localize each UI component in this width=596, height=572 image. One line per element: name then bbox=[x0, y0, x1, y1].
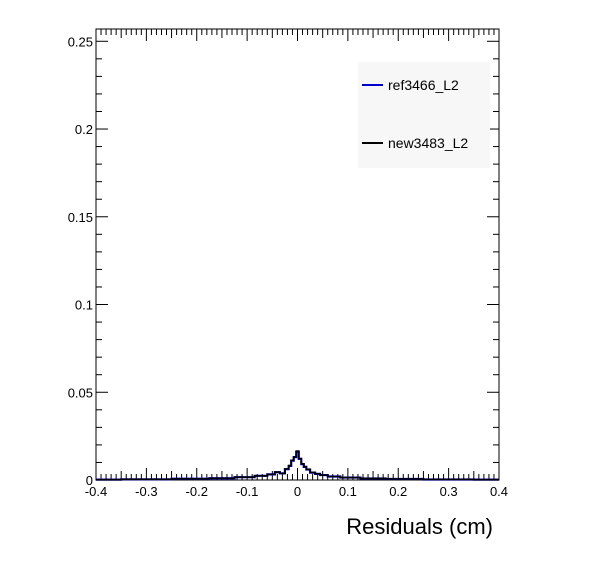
legend-label-ref: ref3466_L2 bbox=[388, 77, 459, 93]
x-tick-label: -0.2 bbox=[186, 484, 208, 499]
x-tick-label: -0.1 bbox=[236, 484, 258, 499]
y-tick-label: 0 bbox=[86, 473, 93, 488]
x-tick-label: 0.1 bbox=[339, 484, 357, 499]
x-tick-label: -0.3 bbox=[135, 484, 157, 499]
y-tick-label: 0.1 bbox=[75, 298, 93, 313]
axis-tick-labels: -0.4 -0.3 -0.2 -0.1 0 0.1 0.2 0.3 0.4 0 0.05 0.1 0.1… bbox=[68, 34, 508, 499]
y-tick-label: 0.15 bbox=[68, 210, 93, 225]
x-axis-title: Residuals (cm) bbox=[346, 514, 493, 539]
legend-label-new: new3483_L2 bbox=[388, 135, 468, 151]
y-tick-label: 0.05 bbox=[68, 385, 93, 400]
x-tick-label: 0 bbox=[294, 484, 301, 499]
x-tick-label: 0.3 bbox=[440, 484, 458, 499]
series-line-new bbox=[96, 450, 499, 481]
legend-box bbox=[358, 62, 490, 168]
legend: ref3466_L2 new3483_L2 bbox=[358, 62, 490, 168]
y-tick-label: 0.2 bbox=[75, 122, 93, 137]
x-tick-label: -0.4 bbox=[85, 484, 107, 499]
y-tick-label: 0.25 bbox=[68, 34, 93, 49]
x-tick-label: 0.4 bbox=[490, 484, 508, 499]
series-group bbox=[96, 450, 499, 481]
x-tick-label: 0.2 bbox=[389, 484, 407, 499]
